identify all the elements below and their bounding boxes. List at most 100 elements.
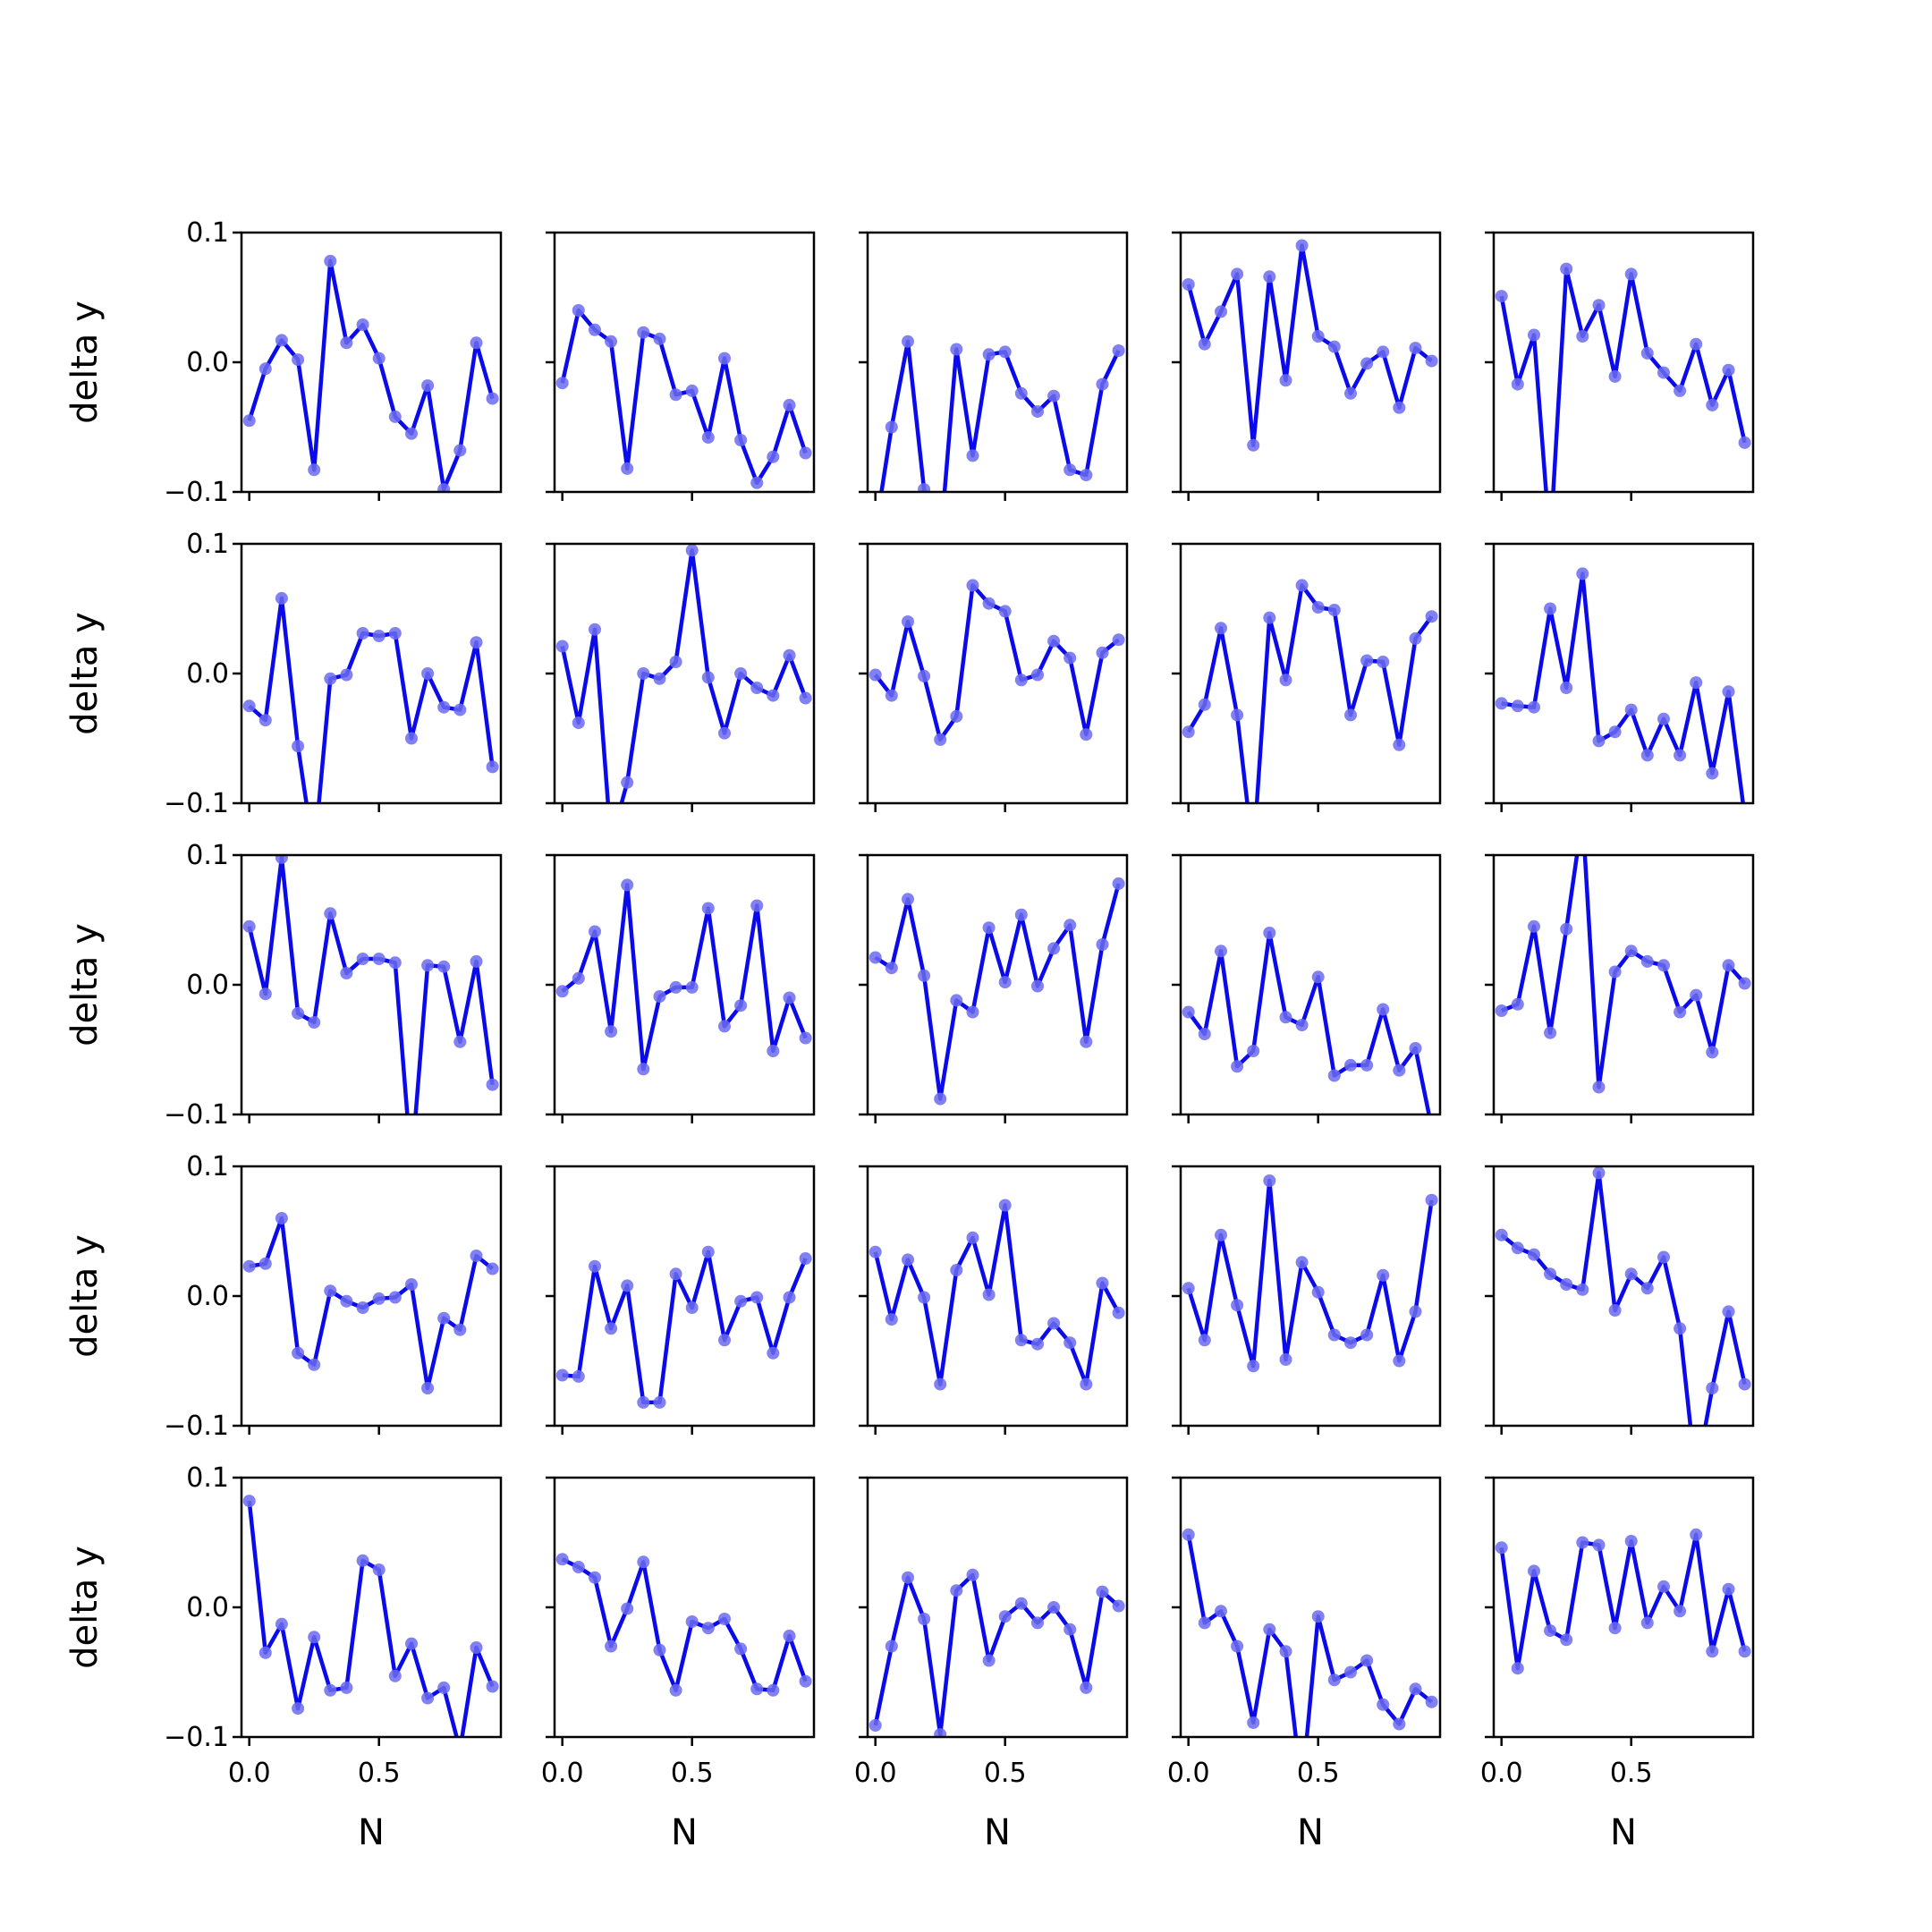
data-point: [902, 1253, 914, 1267]
data-point: [275, 334, 288, 347]
series-line: [247, 855, 495, 1114]
data-point: [685, 1615, 699, 1628]
data-point: [1425, 354, 1438, 368]
plot-area: [869, 579, 1125, 746]
axes-frame: [1492, 231, 1755, 494]
data-point: [1738, 1645, 1751, 1658]
data-point: [1182, 1005, 1195, 1019]
data-point: [1327, 604, 1341, 616]
series-line: [561, 1557, 808, 1693]
data-point: [1295, 1019, 1309, 1031]
x-tick-label: 0.5: [358, 1758, 401, 1789]
series-line: [1186, 930, 1431, 1114]
data-point: [453, 1035, 467, 1048]
data-point: [1393, 401, 1406, 414]
data-point: [950, 343, 963, 356]
data-point: [1544, 1624, 1557, 1638]
data-point: [1528, 919, 1540, 933]
data-point: [1592, 1166, 1606, 1180]
data-point: [555, 1553, 569, 1566]
data-point: [1624, 1535, 1638, 1547]
subplot-r3-c1: −0.1 0.0 0.1 delta y: [64, 840, 503, 1131]
x-tick-label: 0.5: [1610, 1758, 1653, 1789]
data-point: [1657, 1580, 1670, 1593]
data-point: [1377, 1268, 1390, 1282]
series-line: [560, 548, 808, 803]
data-point: [1657, 959, 1670, 972]
data-point: [1722, 1582, 1735, 1596]
data-point: [966, 1231, 979, 1244]
data-point: [918, 669, 931, 682]
data-point: [388, 1669, 402, 1682]
subplot-r3-c2: [546, 853, 816, 1123]
subplot-r2-c1: −0.1 0.0 0.1 delta y: [64, 529, 503, 819]
plot-area: [869, 1568, 1125, 1737]
data-point: [869, 668, 882, 682]
data-point: [718, 1334, 731, 1347]
data-point: [1409, 631, 1422, 645]
data-point: [621, 775, 634, 789]
data-point: [1560, 922, 1573, 936]
data-point: [982, 597, 996, 610]
data-point: [605, 335, 618, 348]
data-point: [1624, 1267, 1638, 1281]
data-point: [653, 332, 666, 345]
data-point: [1544, 602, 1557, 615]
data-point: [437, 960, 451, 973]
data-point: [1528, 1564, 1540, 1578]
data-point: [437, 1311, 451, 1325]
y-tick-label: 0.0: [186, 970, 229, 1001]
data-point: [1295, 1256, 1309, 1269]
data-point: [1327, 1069, 1341, 1082]
data-point: [324, 672, 337, 685]
data-point: [356, 953, 369, 965]
data-point: [1247, 1045, 1260, 1057]
data-point: [486, 1680, 499, 1693]
data-point: [258, 987, 272, 1001]
subplot-r4-c3: [859, 1165, 1129, 1435]
data-point: [885, 689, 898, 702]
data-point: [1279, 1353, 1292, 1366]
subplot-r5-c2: 0.0 0.5 N: [541, 1476, 816, 1853]
data-point: [1112, 877, 1125, 890]
data-point: [701, 1622, 715, 1635]
data-point: [421, 1691, 435, 1705]
data-point: [885, 420, 898, 434]
data-point: [1377, 345, 1390, 359]
data-point: [783, 648, 796, 662]
data-point: [885, 962, 898, 975]
data-point: [767, 1683, 780, 1697]
data-point: [1560, 1278, 1573, 1291]
data-point: [1096, 646, 1109, 659]
data-point: [1722, 1305, 1735, 1318]
data-point: [783, 398, 796, 411]
data-point: [1576, 1283, 1589, 1296]
data-point: [356, 1301, 369, 1314]
data-point: [1640, 749, 1654, 762]
data-point: [685, 544, 699, 557]
subplot-r1-c3: [859, 231, 1129, 501]
data-point: [1311, 601, 1325, 614]
data-point: [1327, 1328, 1341, 1342]
axes-frame: [1492, 853, 1755, 1116]
data-point: [767, 689, 780, 702]
data-point: [750, 1291, 764, 1304]
data-point: [421, 667, 435, 680]
data-point: [258, 362, 272, 376]
data-point: [1739, 810, 1751, 823]
data-point: [902, 1571, 914, 1584]
data-point: [555, 985, 569, 998]
data-point: [1576, 567, 1589, 580]
data-point: [1409, 1042, 1422, 1055]
data-point: [308, 1631, 321, 1644]
data-point: [1722, 685, 1735, 699]
data-point: [734, 1294, 748, 1308]
data-point: [783, 1629, 796, 1642]
plot-area: [1495, 1528, 1751, 1675]
x-tick-label: 0.0: [541, 1758, 584, 1789]
data-point: [1640, 346, 1654, 360]
data-point: [799, 1031, 812, 1045]
data-point: [982, 1654, 996, 1667]
data-point: [1560, 682, 1573, 694]
data-point: [653, 1643, 666, 1657]
